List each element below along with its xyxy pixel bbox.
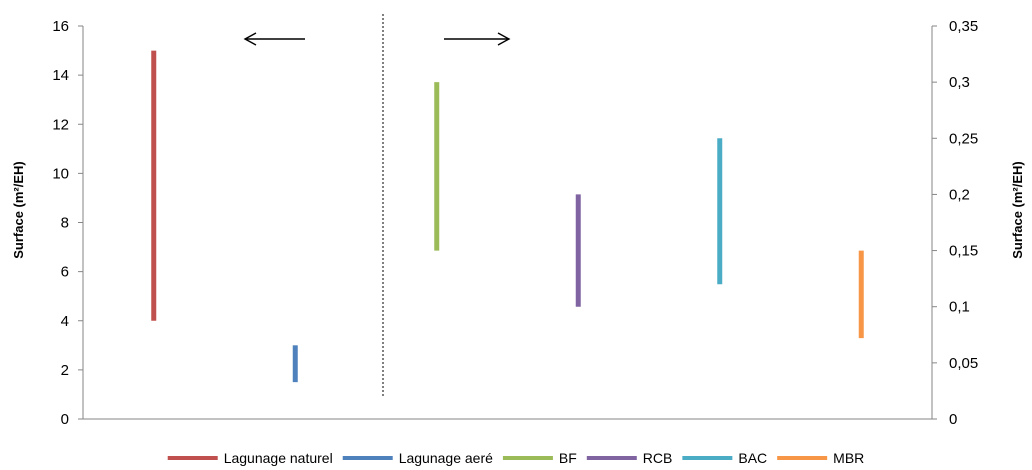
right-tick-label: 0,35 — [949, 18, 978, 35]
right-tick-label: 0,3 — [949, 74, 970, 91]
right-tick-label: 0,15 — [949, 243, 978, 260]
legend-label-rcb: RCB — [643, 450, 673, 466]
left-tick-label: 10 — [52, 165, 69, 182]
left-tick-label: 2 — [61, 362, 69, 379]
right-tick-label: 0,1 — [949, 299, 970, 316]
range-bars — [151, 50, 864, 383]
legend-label-lagunage-naturel: Lagunage naturel — [224, 450, 333, 466]
left-tick-label: 0 — [61, 411, 69, 428]
left-axis-ticks: 0 2 4 6 8 10 12 14 16 — [52, 18, 83, 428]
legend-label-bac: BAC — [738, 450, 767, 466]
right-tick-label: 0,2 — [949, 186, 970, 203]
left-tick-label: 8 — [61, 215, 69, 232]
right-axis-ticks: 0 0,05 0,1 0,15 0,2 0,25 0,3 0,35 — [932, 18, 978, 428]
left-tick-label: 4 — [61, 313, 69, 330]
legend-label-bf: BF — [559, 450, 577, 466]
left-tick-label: 6 — [61, 264, 69, 281]
left-tick-label: 14 — [52, 67, 69, 84]
legend-label-lagunage-aere: Lagunage aeré — [399, 450, 493, 466]
left-tick-label: 16 — [52, 18, 69, 35]
right-axis-arrow — [444, 32, 511, 46]
right-tick-label: 0,05 — [949, 355, 978, 372]
left-axis-arrow — [243, 32, 305, 46]
left-axis-label: Surface (m²/EH) — [11, 161, 26, 259]
legend: Lagunage naturel Lagunage aeré BF RCB BAC MBR — [167, 450, 864, 466]
right-tick-label: 0 — [949, 411, 957, 428]
left-tick-label: 12 — [52, 116, 69, 133]
right-tick-label: 0,25 — [949, 130, 978, 147]
right-axis-label: Surface (m²/EH) — [1010, 161, 1025, 259]
legend-label-mbr: MBR — [833, 450, 864, 466]
axes — [82, 26, 933, 420]
